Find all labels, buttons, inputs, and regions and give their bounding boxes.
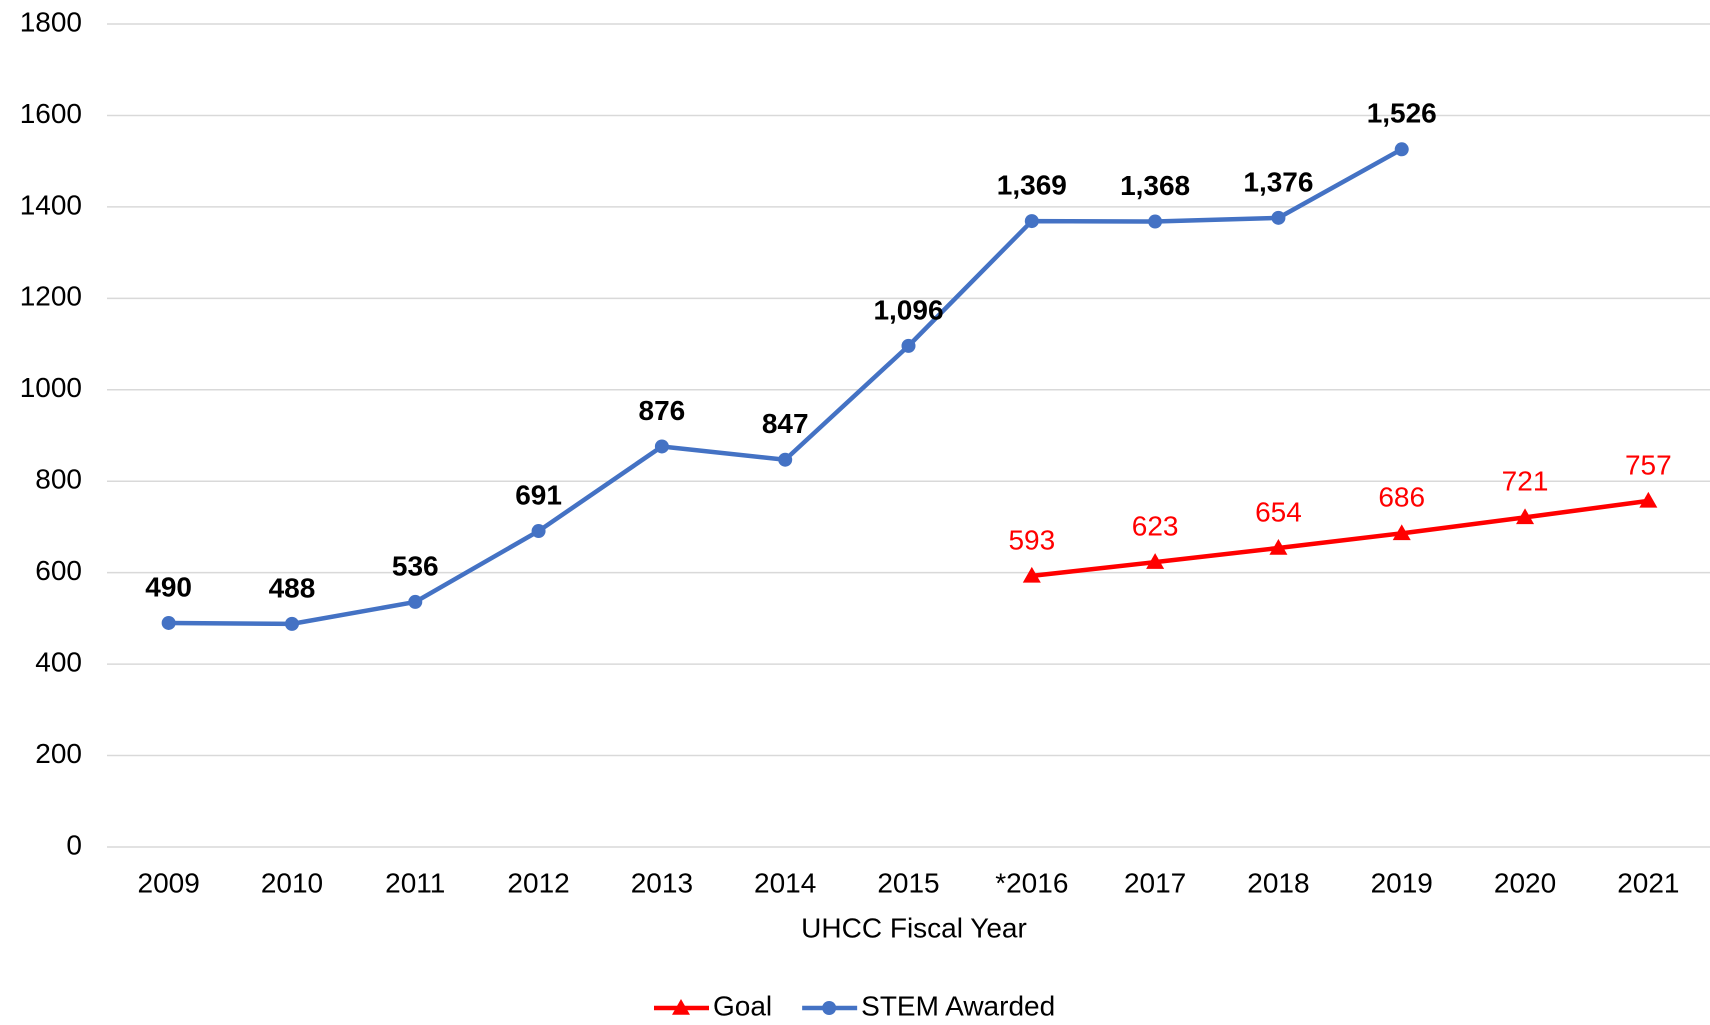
data-label: 847 — [762, 408, 809, 439]
data-point — [778, 452, 793, 467]
x-tick-label: 2021 — [1617, 867, 1679, 898]
x-tick-label: 2019 — [1371, 867, 1433, 898]
y-tick-label: 200 — [35, 738, 82, 769]
y-tick-label: 0 — [66, 829, 82, 860]
data-point — [1024, 214, 1039, 229]
data-point — [408, 594, 423, 609]
y-tick-label: 600 — [35, 555, 82, 586]
data-point — [1146, 553, 1165, 569]
x-tick-label: 2015 — [877, 867, 939, 898]
legend-label: Goal — [713, 990, 772, 1021]
data-label: 536 — [392, 550, 439, 581]
data-point — [901, 338, 916, 353]
x-tick-label: 2018 — [1247, 867, 1309, 898]
data-label: 1,526 — [1367, 98, 1437, 129]
legend-label: STEM Awarded — [861, 990, 1055, 1021]
x-tick-label: 2020 — [1494, 867, 1556, 898]
data-point — [1022, 566, 1041, 583]
y-tick-label: 1200 — [20, 281, 82, 312]
data-label: 757 — [1625, 449, 1672, 480]
data-point — [1394, 142, 1409, 157]
data-label: 691 — [515, 479, 562, 510]
data-point — [1148, 214, 1163, 229]
series-line — [168, 147, 1403, 627]
x-tick-label: 2010 — [261, 867, 323, 898]
x-tick-label: 2009 — [138, 867, 200, 898]
y-tick-label: 1000 — [20, 372, 82, 403]
data-point — [1392, 524, 1411, 541]
data-label: 593 — [1008, 524, 1055, 555]
x-tick-label: 2013 — [631, 867, 693, 898]
data-label: 876 — [639, 395, 686, 426]
data-label: 721 — [1502, 466, 1549, 497]
x-tick-label: 2012 — [507, 867, 569, 898]
data-label: 1,368 — [1120, 170, 1190, 201]
data-point — [1639, 491, 1658, 508]
x-axis-title: UHCC Fiscal Year — [801, 912, 1027, 943]
x-tick-label: 2014 — [754, 867, 816, 898]
series-line — [1031, 498, 1649, 579]
y-tick-label: 400 — [35, 647, 82, 678]
y-tick-label: 1400 — [20, 189, 82, 220]
x-tick-label: 2011 — [385, 867, 445, 898]
x-tick-label: 2017 — [1124, 867, 1186, 898]
y-tick-label: 1600 — [20, 98, 82, 129]
data-label: 654 — [1255, 496, 1302, 527]
data-label: 488 — [269, 572, 316, 603]
data-label: 490 — [145, 571, 192, 602]
data-point — [531, 524, 546, 539]
y-tick-label: 800 — [35, 464, 82, 495]
data-label: 623 — [1132, 511, 1179, 542]
x-tick-label: *2016 — [995, 867, 1068, 898]
data-point — [284, 616, 299, 631]
data-label: 686 — [1378, 482, 1425, 513]
data-label: 1,096 — [873, 294, 943, 325]
data-point — [1269, 538, 1288, 555]
data-point — [1516, 508, 1535, 525]
data-point — [1271, 210, 1286, 225]
data-label: 1,369 — [997, 169, 1067, 200]
legend-marker — [822, 1001, 837, 1015]
data-point — [161, 615, 176, 630]
y-tick-label: 1800 — [20, 6, 82, 37]
legend-marker — [672, 999, 690, 1015]
data-label: 1,376 — [1243, 166, 1313, 197]
data-point — [654, 439, 669, 454]
